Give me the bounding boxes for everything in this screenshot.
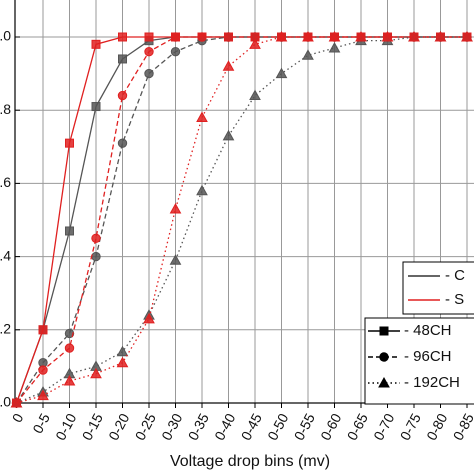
series-line [15, 36, 467, 404]
x-axis-title: Voltage drop bins (mv) [170, 453, 330, 470]
legend-label: - S [445, 291, 464, 308]
x-tick-label: 0-65 [344, 410, 371, 442]
marker [37, 389, 49, 401]
x-tick-label: 0-80 [423, 410, 450, 442]
marker [117, 138, 128, 148]
marker [222, 129, 235, 141]
marker [302, 30, 314, 42]
marker [408, 30, 420, 42]
series-line [16, 36, 467, 404]
legend-box [402, 261, 474, 315]
legend-label: - C [445, 267, 465, 284]
marker [144, 46, 154, 57]
y-tick-label: 0.2 [0, 321, 11, 337]
x-tick-label: 0-60 [317, 410, 344, 442]
y-tick-label: 0.6 [0, 174, 11, 190]
x-tick-label: 0 [9, 410, 27, 425]
marker [38, 365, 48, 375]
marker [328, 30, 341, 42]
marker [116, 345, 129, 357]
marker [91, 233, 101, 244]
marker [196, 111, 208, 123]
marker [378, 376, 390, 388]
marker [118, 32, 127, 42]
x-tick-label: 0-20 [105, 410, 132, 442]
x-tick-label: 0-35 [185, 410, 212, 442]
marker [169, 202, 182, 214]
legend-label: - 48CH [404, 322, 452, 339]
plot-frame [14, 0, 474, 404]
marker [461, 30, 473, 42]
marker [38, 325, 48, 335]
marker [65, 138, 74, 148]
marker [118, 54, 127, 64]
marker [169, 254, 182, 265]
marker [196, 184, 208, 196]
x-tick-label: 0-10 [52, 410, 79, 442]
marker [116, 356, 129, 368]
marker [143, 312, 155, 324]
x-tick-label: 0-25 [132, 410, 159, 442]
marker [91, 102, 101, 112]
marker [197, 32, 207, 42]
marker [275, 30, 288, 42]
x-tick-label: 0-15 [79, 410, 106, 442]
marker [222, 60, 235, 71]
marker [64, 343, 75, 353]
marker [249, 38, 261, 49]
marker [355, 30, 367, 42]
x-tick-label: 0-30 [158, 410, 185, 442]
marker [379, 326, 389, 336]
marker [63, 375, 76, 386]
x-tick-label: 0-75 [397, 410, 424, 442]
y-tick-label: 1.0 [0, 28, 11, 44]
x-tick-label: 0-40 [211, 410, 238, 442]
marker [117, 90, 128, 101]
x-tick-label: 0-85 [450, 410, 474, 442]
marker [434, 30, 447, 42]
marker [381, 30, 394, 42]
x-tick-label: 0-70 [370, 410, 397, 442]
y-tick-label: 0.8 [0, 101, 11, 117]
marker [90, 367, 102, 379]
marker [379, 352, 389, 362]
y-tick-label: 0.4 [0, 247, 11, 263]
marker [170, 46, 181, 57]
marker [249, 89, 261, 101]
x-tick-label: 0-55 [291, 410, 318, 442]
marker [328, 41, 341, 53]
marker [10, 396, 23, 408]
marker [144, 32, 154, 42]
marker [275, 67, 288, 79]
x-tick-label: 0-5 [29, 410, 53, 436]
legend-label: - 96CH [404, 348, 452, 365]
y-tick-label: 0.0 [0, 394, 11, 410]
x-tick-label: 0-45 [238, 410, 265, 442]
marker [144, 68, 154, 79]
marker [302, 49, 314, 60]
marker [65, 226, 74, 236]
marker [91, 39, 101, 49]
legend-label: - 192CH [404, 374, 460, 391]
marker [91, 251, 101, 262]
x-tick-label: 0-50 [264, 410, 291, 442]
marker [170, 32, 181, 42]
marker [223, 32, 234, 42]
